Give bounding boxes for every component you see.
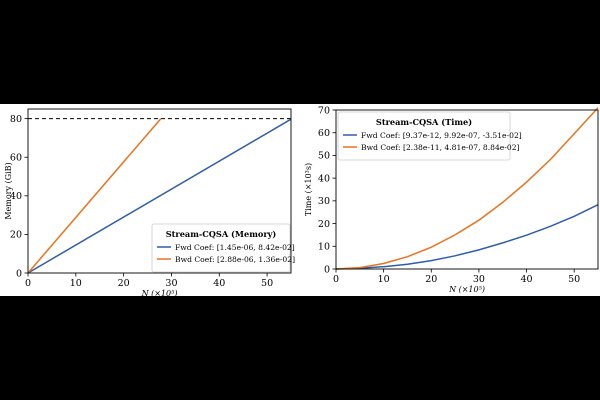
memory-x-tick-label: 40 [213,278,225,289]
time-y-tick-label: 30 [318,196,330,207]
time-x-tick-label: 40 [520,274,532,285]
time-x-tick-label: 0 [333,274,339,285]
time-y-tick-label: 0 [324,264,330,275]
time-chart: 0 10 20 30 40 50 0 10 20 30 40 50 60 70 N (×10⁵) Time (… [304,105,599,294]
memory-x-axis-label: N (×10⁵) [141,289,178,296]
memory-chart-panel: 0 10 20 30 40 50 0 20 40 60 80 N (×10⁵) Memory (GiB)… [0,104,300,298]
time-legend-label-bwd: Bwd Coef: [2.38e-11, 4.81e-07, 8.84e-02] [361,143,520,152]
time-series-fwd-line [335,204,599,270]
memory-chart: 0 10 20 30 40 50 0 20 40 60 80 N (×10⁵) Memory (GiB)… [4,108,295,298]
memory-y-tick-label: 60 [10,153,22,164]
time-x-tick-label: 10 [378,274,390,285]
time-y-tick-label: 40 [318,173,330,184]
time-y-tick-label: 60 [318,128,330,139]
time-y-tick-label: 10 [318,242,330,253]
memory-x-tick-label: 0 [25,278,31,289]
memory-y-tick-label: 40 [10,191,22,202]
time-legend-label-fwd: Fwd Coef: [9.37e-12, 9.92e-07, -3.51e-02… [361,131,522,140]
memory-legend-label-bwd: Bwd Coef: [2.88e-06, 1.36e-02] [175,255,295,264]
memory-series-fwd-line [27,118,292,274]
time-y-tick-label: 20 [318,219,330,230]
time-legend-title: Stream-CQSA (Time) [376,117,472,127]
time-series-bwd-line [335,107,599,270]
time-y-tick-label: 50 [318,151,330,162]
time-legend-box [337,111,511,161]
memory-y-axis-label: Memory (GiB) [4,162,13,219]
memory-legend-box [151,223,291,273]
memory-x-tick-label: 20 [118,278,130,289]
time-x-axis-label: N (×10⁵) [448,285,485,294]
memory-legend-label-fwd: Fwd Coef: [1.45e-06, 8.42e-02] [175,243,295,252]
memory-series-bwd-line [27,118,162,274]
memory-axes-frame [27,108,292,274]
memory-legend-title: Stream-CQSA (Memory) [166,229,277,239]
memory-x-tick-label: 30 [165,278,177,289]
memory-y-tick-label: 80 [10,114,22,125]
memory-x-tick-label: 10 [70,278,82,289]
time-x-tick-label: 50 [568,274,580,285]
time-y-axis-label: Time (×10³s) [304,163,313,216]
time-x-tick-label: 20 [425,274,437,285]
memory-y-tick-label: 0 [16,268,22,279]
time-x-tick-label: 30 [473,274,485,285]
time-axes-frame [335,109,599,270]
memory-x-tick-label: 50 [261,278,273,289]
time-chart-panel: 0 10 20 30 40 50 0 10 20 30 40 50 60 70 N (×10⁵) Time (… [300,104,600,296]
time-y-tick-label: 70 [318,105,330,116]
memory-y-tick-label: 20 [10,230,22,241]
